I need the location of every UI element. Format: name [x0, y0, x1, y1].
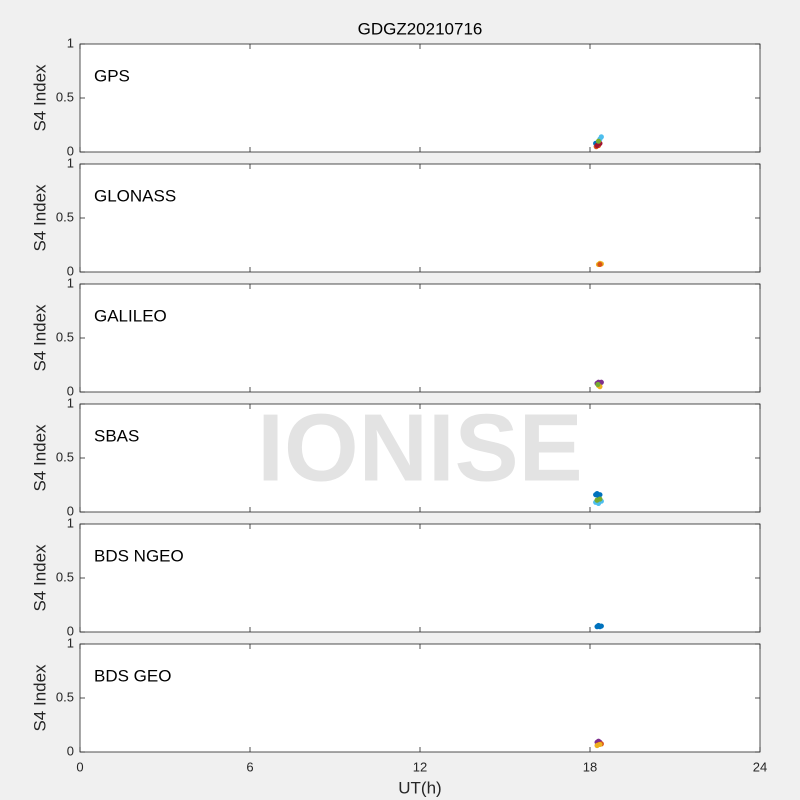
axes-background [80, 284, 760, 392]
chart-title: GDGZ20210716 [358, 19, 483, 38]
data-point [598, 623, 604, 629]
y-tick-label: 1 [67, 515, 74, 530]
y-tick-label: 0 [67, 503, 74, 518]
y-tick-label: 0 [67, 623, 74, 638]
y-axis-label: S4 Index [30, 184, 49, 252]
axes-background [80, 404, 760, 512]
axes-box [79, 643, 761, 753]
y-axis-label: S4 Index [30, 64, 49, 132]
y-tick-label: 1 [67, 635, 74, 650]
y-tick-label: 0 [67, 743, 74, 758]
x-axis-label: UT(h) [398, 778, 441, 797]
axes-background [80, 164, 760, 272]
data-point [597, 261, 603, 268]
y-tick-label: 1 [67, 35, 74, 50]
y-tick-label: 0.5 [56, 449, 74, 464]
x-tick-label: 18 [583, 759, 597, 774]
y-axis-label: S4 Index [30, 664, 49, 732]
data-point [598, 134, 604, 140]
y-tick-label: 1 [67, 395, 74, 410]
axes-box [79, 43, 761, 153]
axes-box [79, 403, 761, 513]
y-tick-label: 0.5 [56, 689, 74, 704]
panel-label: SBAS [94, 426, 139, 445]
panel-label: GPS [94, 66, 130, 85]
data-point [597, 492, 603, 498]
y-tick-label: 0 [67, 263, 74, 278]
y-axis-label: S4 Index [30, 304, 49, 372]
y-axis-label: S4 Index [30, 544, 49, 612]
y-tick-label: 0.5 [56, 89, 74, 104]
x-tick-label: 12 [413, 759, 427, 774]
axes-box [79, 163, 761, 273]
y-tick-label: 0.5 [56, 209, 74, 224]
y-tick-label: 0 [67, 383, 74, 398]
axes-box [79, 523, 761, 633]
x-tick-label: 6 [246, 759, 253, 774]
data-point [595, 381, 601, 388]
data-point [597, 496, 603, 502]
x-tick-label: 24 [753, 759, 767, 774]
panel-label: GLONASS [94, 186, 176, 205]
axes-background [80, 524, 760, 632]
y-tick-label: 1 [67, 155, 74, 170]
axes-box [79, 283, 761, 393]
watermark: IONISE [257, 394, 582, 501]
panel-label: GALILEO [94, 306, 167, 325]
axes-background [80, 644, 760, 752]
y-tick-label: 1 [67, 275, 74, 290]
axes-background [80, 44, 760, 152]
y-tick-label: 0.5 [56, 329, 74, 344]
data-point [597, 741, 603, 748]
y-axis-label: S4 Index [30, 424, 49, 492]
x-tick-label: 0 [76, 759, 83, 774]
panel-label: BDS NGEO [94, 546, 184, 565]
y-tick-label: 0.5 [56, 569, 74, 584]
y-tick-label: 0 [67, 143, 74, 158]
panel-label: BDS GEO [94, 666, 171, 685]
data-point [595, 138, 602, 144]
